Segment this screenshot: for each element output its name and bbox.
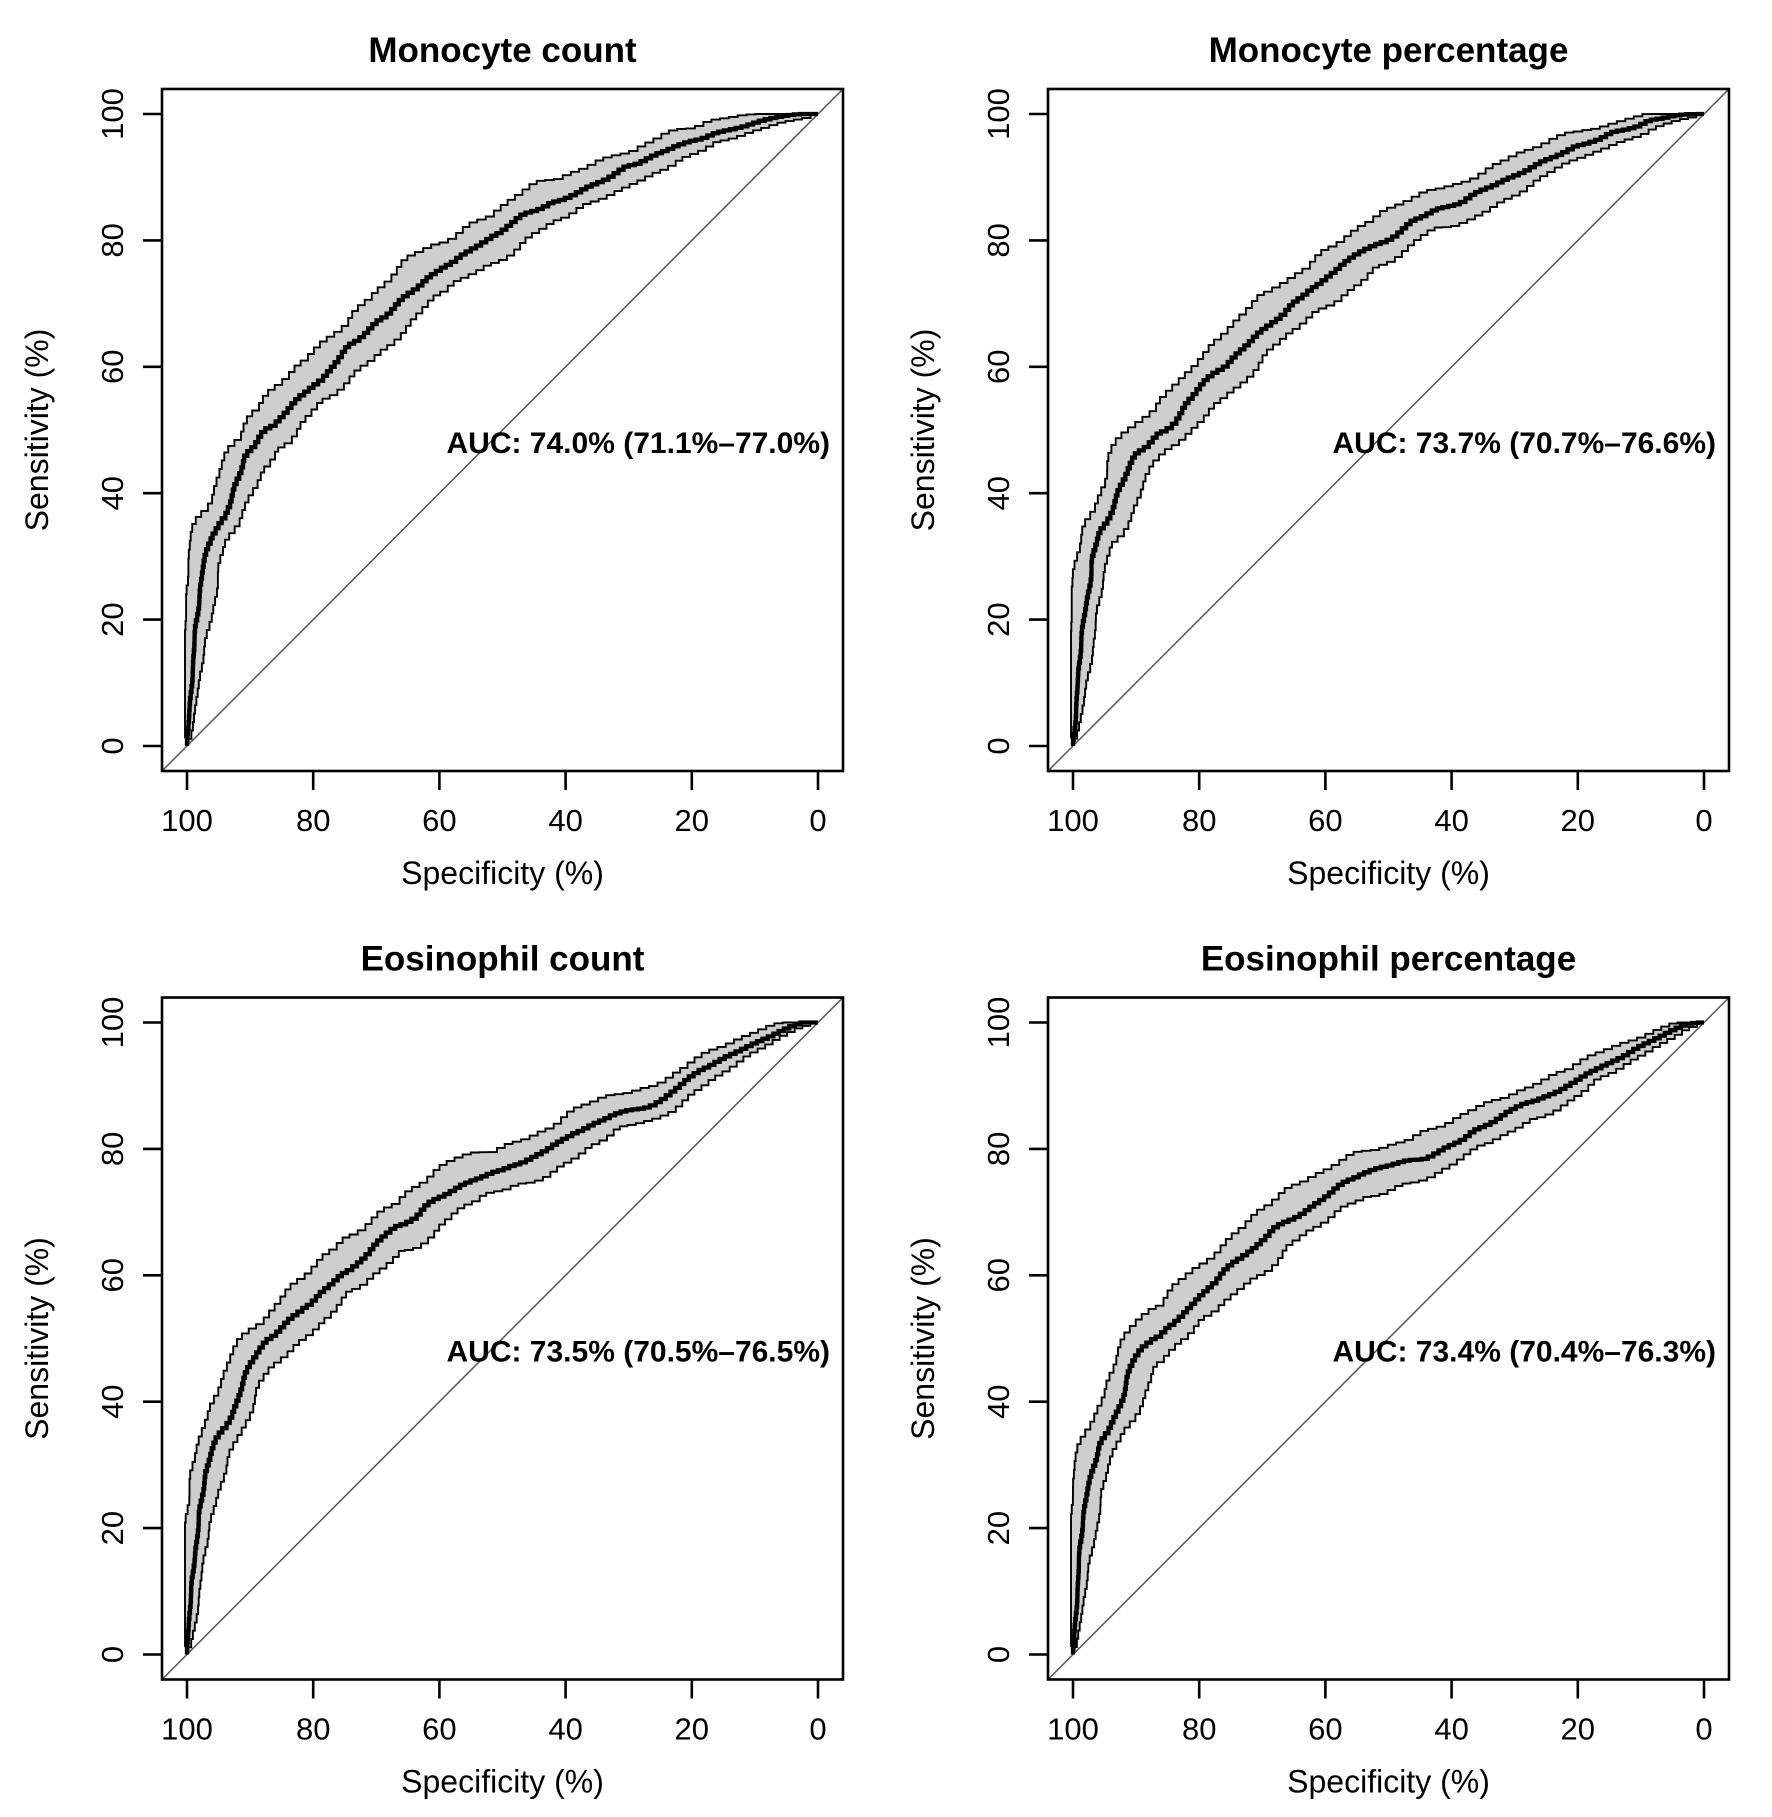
confidence-band — [185, 114, 818, 746]
x-axis-label: Specificity (%) — [401, 1764, 604, 1800]
x-tick-label: 100 — [161, 803, 213, 838]
x-tick-label: 60 — [1308, 1712, 1342, 1747]
auc-annotation: AUC: 74.0% (71.1%–77.0%) — [446, 427, 830, 460]
y-tick-label: 20 — [981, 602, 1016, 636]
panel-title: Eosinophil percentage — [1201, 940, 1576, 979]
plot-frame — [1046, 87, 1731, 773]
x-tick-label: 20 — [1561, 1712, 1595, 1747]
roc-chart-svg: Monocyte count 100 80 60 40 20 0 0 20 40 60 80 100 Sp… — [19, 31, 845, 891]
panel-title: Monocyte percentage — [1209, 31, 1569, 70]
panel-title: Monocyte count — [368, 31, 637, 70]
confidence-band-upper-line — [184, 113, 818, 746]
y-tick-label: 40 — [981, 1384, 1016, 1418]
roc-curve — [184, 1020, 818, 1655]
roc-panel-eosinophil-percentage: Eosinophil percentage 100 80 60 40 20 0 0 20 40 60… — [886, 908, 1772, 1817]
roc-chart-svg: Eosinophil count 100 80 60 40 20 0 0 20 40 60 80 100… — [19, 940, 845, 1800]
x-tick-label: 60 — [1308, 803, 1342, 838]
roc-panel-eosinophil-count: Eosinophil count 100 80 60 40 20 0 0 20 40 60 80 100… — [0, 908, 886, 1817]
y-axis-label: Sensitivity (%) — [905, 1237, 941, 1440]
y-tick-label: 60 — [95, 1258, 130, 1292]
y-tick-label: 60 — [981, 1258, 1016, 1292]
y-tick-label: 80 — [95, 1132, 130, 1166]
x-tick-label: 80 — [296, 803, 330, 838]
x-tick-label: 80 — [1182, 803, 1216, 838]
roc-curve — [1070, 1020, 1704, 1655]
x-axis-label: Specificity (%) — [401, 855, 604, 891]
y-axis-label: Sensitivity (%) — [19, 1237, 55, 1440]
y-tick-label: 20 — [981, 1511, 1016, 1545]
y-tick-label: 0 — [95, 737, 130, 754]
y-tick-label: 60 — [95, 350, 130, 384]
panel-title: Eosinophil count — [361, 940, 645, 979]
roc-chart-svg: Eosinophil percentage 100 80 60 40 20 0 0 20 40 60… — [905, 940, 1731, 1800]
diagonal-reference-line — [161, 996, 844, 1681]
confidence-band-upper-line — [1070, 113, 1704, 746]
y-tick-label: 100 — [95, 997, 130, 1049]
roc-curve — [1070, 111, 1704, 746]
x-tick-label: 0 — [1695, 803, 1712, 838]
x-tick-label: 20 — [675, 803, 709, 838]
y-axis-label: Sensitivity (%) — [19, 329, 55, 532]
diagonal-reference-line — [161, 88, 844, 772]
y-tick-label: 40 — [95, 476, 130, 510]
roc-curve — [184, 111, 818, 746]
auc-annotation: AUC: 73.5% (70.5%–76.5%) — [446, 1336, 830, 1369]
confidence-band-lower-line — [1072, 1021, 1704, 1655]
roc-chart-svg: Monocyte percentage 100 80 60 40 20 0 0 20 40 60 80… — [905, 31, 1731, 891]
x-axis-label: Specificity (%) — [1287, 855, 1490, 891]
x-tick-label: 40 — [548, 803, 582, 838]
x-tick-label: 100 — [1047, 803, 1099, 838]
confidence-band-lower-line — [186, 113, 818, 746]
confidence-band-upper-line — [184, 1021, 818, 1655]
y-axis-label: Sensitivity (%) — [905, 329, 941, 532]
diagonal-reference-line — [1047, 88, 1730, 772]
y-tick-label: 80 — [981, 223, 1016, 257]
y-tick-label: 0 — [95, 1646, 130, 1663]
x-tick-label: 0 — [809, 1712, 826, 1747]
x-tick-label: 100 — [161, 1712, 213, 1747]
confidence-band-lower-line — [186, 1021, 818, 1655]
x-axis-label: Specificity (%) — [1287, 1764, 1490, 1800]
x-tick-label: 80 — [1182, 1712, 1216, 1747]
x-tick-label: 20 — [1561, 803, 1595, 838]
x-tick-label: 100 — [1047, 1712, 1099, 1747]
y-tick-label: 60 — [981, 350, 1016, 384]
y-tick-label: 0 — [981, 737, 1016, 754]
x-tick-label: 40 — [548, 1712, 582, 1747]
x-tick-label: 40 — [1434, 803, 1468, 838]
y-tick-label: 100 — [95, 88, 130, 140]
y-tick-label: 100 — [981, 88, 1016, 140]
y-tick-label: 40 — [981, 476, 1016, 510]
y-tick-label: 20 — [95, 602, 130, 636]
x-tick-label: 20 — [675, 1712, 709, 1747]
y-tick-label: 20 — [95, 1511, 130, 1545]
plot-frame — [160, 87, 845, 773]
confidence-band-lower-line — [1072, 113, 1704, 746]
auc-annotation: AUC: 73.7% (70.7%–76.6%) — [1332, 427, 1716, 460]
confidence-band-upper-line — [1070, 1021, 1704, 1655]
x-tick-label: 60 — [422, 803, 456, 838]
confidence-band — [1071, 1022, 1704, 1655]
y-tick-label: 80 — [981, 1132, 1016, 1166]
x-tick-label: 80 — [296, 1712, 330, 1747]
y-tick-label: 80 — [95, 223, 130, 257]
plot-frame — [160, 996, 845, 1681]
diagonal-reference-line — [1047, 996, 1730, 1681]
roc-panel-monocyte-percentage: Monocyte percentage 100 80 60 40 20 0 0 20 40 60 80… — [886, 0, 1772, 908]
roc-panel-monocyte-count: Monocyte count 100 80 60 40 20 0 0 20 40 60 80 100 Sp… — [0, 0, 886, 908]
x-tick-label: 0 — [809, 803, 826, 838]
auc-annotation: AUC: 73.4% (70.4%–76.3%) — [1332, 1336, 1716, 1369]
x-tick-label: 0 — [1695, 1712, 1712, 1747]
y-tick-label: 100 — [981, 997, 1016, 1049]
confidence-band — [185, 1022, 818, 1655]
x-tick-label: 60 — [422, 1712, 456, 1747]
plot-frame — [1046, 996, 1731, 1681]
x-tick-label: 40 — [1434, 1712, 1468, 1747]
y-tick-label: 40 — [95, 1384, 130, 1418]
y-tick-label: 0 — [981, 1646, 1016, 1663]
